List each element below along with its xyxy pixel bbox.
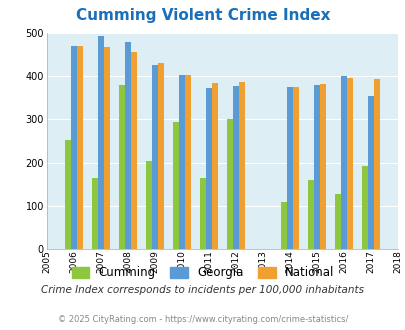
Bar	[211, 83, 217, 249]
Bar	[367, 96, 373, 249]
Bar	[145, 160, 151, 249]
Bar	[70, 46, 77, 249]
Bar	[77, 46, 82, 249]
Text: Crime Index corresponds to incidents per 100,000 inhabitants: Crime Index corresponds to incidents per…	[41, 285, 364, 295]
Bar	[340, 76, 346, 249]
Bar	[92, 178, 98, 249]
Bar	[292, 86, 298, 249]
Text: Cumming Violent Crime Index: Cumming Violent Crime Index	[76, 8, 329, 23]
Bar	[334, 194, 340, 249]
Bar	[124, 42, 130, 249]
Bar	[157, 63, 163, 249]
Bar	[130, 52, 136, 249]
Bar	[280, 202, 286, 249]
Bar	[361, 166, 367, 249]
Bar	[319, 83, 325, 249]
Bar	[103, 47, 109, 249]
Bar	[119, 85, 124, 249]
Bar	[346, 78, 352, 249]
Bar	[173, 122, 178, 249]
Bar	[313, 85, 319, 249]
Bar	[238, 82, 244, 249]
Bar	[226, 119, 232, 249]
Legend: Cumming, Georgia, National: Cumming, Georgia, National	[67, 262, 338, 284]
Bar	[286, 87, 292, 249]
Bar	[65, 140, 70, 249]
Bar	[98, 36, 103, 249]
Bar	[151, 65, 157, 249]
Bar	[373, 79, 379, 249]
Bar	[205, 88, 211, 249]
Bar	[178, 75, 184, 249]
Bar	[307, 180, 313, 249]
Bar	[199, 178, 205, 249]
Text: © 2025 CityRating.com - https://www.cityrating.com/crime-statistics/: © 2025 CityRating.com - https://www.city…	[58, 315, 347, 324]
Bar	[184, 75, 190, 249]
Bar	[232, 86, 238, 249]
